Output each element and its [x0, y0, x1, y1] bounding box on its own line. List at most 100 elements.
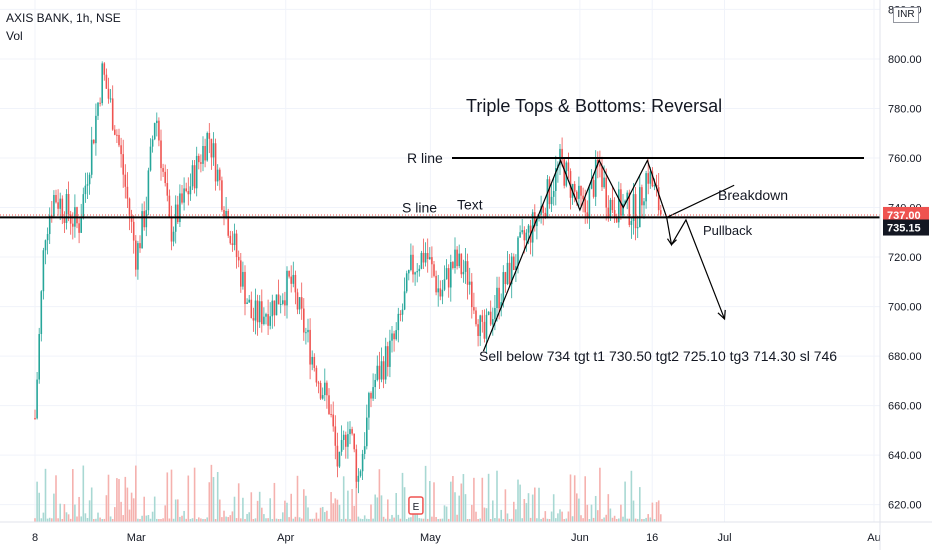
volume-bar [641, 518, 643, 522]
volume-bar [399, 518, 402, 522]
volume-bar [59, 503, 61, 522]
candle-body [615, 216, 618, 223]
volume-bar [338, 504, 341, 522]
grid-lines [0, 0, 880, 522]
volume-bar [34, 518, 36, 522]
volume-bar [475, 511, 477, 522]
candle-body [86, 184, 89, 186]
candle-body [200, 162, 202, 164]
volume-bar [250, 492, 253, 522]
volume-bar [441, 518, 444, 522]
y-tick-label: 780.00 [888, 103, 922, 115]
volume-indicator-label[interactable]: Vol [6, 29, 23, 43]
candle-body [550, 196, 553, 205]
volume-bar [513, 501, 515, 522]
volume-bar [439, 518, 442, 522]
candle-body [466, 261, 469, 285]
volume-bar [88, 500, 91, 522]
candle-body [321, 395, 324, 399]
volume-bar [363, 515, 366, 522]
candle-body [164, 171, 166, 184]
candle-body [258, 301, 261, 323]
volume-bar [494, 518, 496, 522]
candle-body [351, 429, 353, 434]
volume-bar [366, 518, 368, 522]
candle-body [485, 314, 488, 339]
volume-bar [172, 518, 175, 522]
volume-bar [431, 516, 433, 522]
volume-bar [111, 518, 114, 522]
volume-bar [235, 518, 238, 522]
volume-bar [269, 498, 271, 522]
candle-body [534, 212, 536, 227]
candle-body [57, 202, 59, 209]
volume-bar [492, 500, 494, 522]
candle-body [361, 453, 364, 472]
volume-bar [332, 503, 334, 522]
volume-bar [38, 492, 40, 522]
candle-body [256, 300, 259, 323]
candle-body [498, 287, 500, 309]
candle-body [513, 256, 515, 271]
candle-body [114, 129, 116, 135]
volume-bar [145, 515, 148, 522]
volume-bar [107, 474, 110, 522]
volume-bar [542, 517, 544, 522]
candle-body [313, 356, 316, 368]
candle-body [378, 365, 381, 380]
candle-body [573, 183, 576, 192]
candle-body [517, 237, 519, 267]
volume-bar [223, 510, 225, 522]
volume-bar [61, 518, 64, 522]
candle-body [492, 319, 494, 325]
volume-bar [351, 489, 353, 522]
volume-bar [305, 495, 307, 522]
volume-bar [525, 503, 528, 522]
candle-body [223, 209, 225, 218]
volume-bar [128, 509, 131, 522]
candle-body [429, 257, 431, 260]
volume-bar [618, 518, 620, 522]
x-tick-label: 16 [646, 532, 658, 544]
currency-button[interactable]: INR [893, 7, 919, 23]
candle-body [250, 299, 253, 319]
candle-body [328, 395, 330, 415]
volume-bar [187, 475, 190, 522]
candle-body [384, 346, 387, 380]
y-tick-label: 760.00 [888, 153, 922, 165]
candle-body [521, 230, 523, 233]
candle-body [590, 180, 593, 189]
volume-bar [372, 518, 374, 522]
candle-body [531, 212, 534, 243]
candle-body [552, 190, 555, 197]
candle-body [643, 201, 645, 206]
candle-body [519, 232, 521, 238]
candle-body [357, 475, 360, 482]
candle-body [65, 193, 68, 223]
volume-bar [214, 518, 217, 522]
candle-body [636, 227, 639, 229]
candle-body [166, 183, 169, 196]
volume-bar [357, 516, 360, 522]
volume-bar [72, 469, 74, 522]
volume-bar [519, 484, 521, 522]
volume-bar [536, 518, 538, 522]
volume-bar [252, 518, 255, 522]
candle-body [95, 115, 97, 144]
candle-body [580, 185, 582, 196]
volume-bar [328, 518, 330, 522]
volume-bar [464, 494, 467, 522]
volume-bar [555, 518, 557, 522]
candle-body [296, 292, 299, 310]
candle-body [422, 252, 425, 263]
candle-body [433, 264, 435, 276]
volume-bar [401, 472, 404, 522]
volume-bar [84, 513, 87, 522]
volume-bar [82, 465, 85, 522]
volume-bar [74, 504, 76, 522]
candle-body [641, 187, 643, 206]
volume-bar [603, 517, 605, 522]
candle-body [185, 188, 187, 192]
